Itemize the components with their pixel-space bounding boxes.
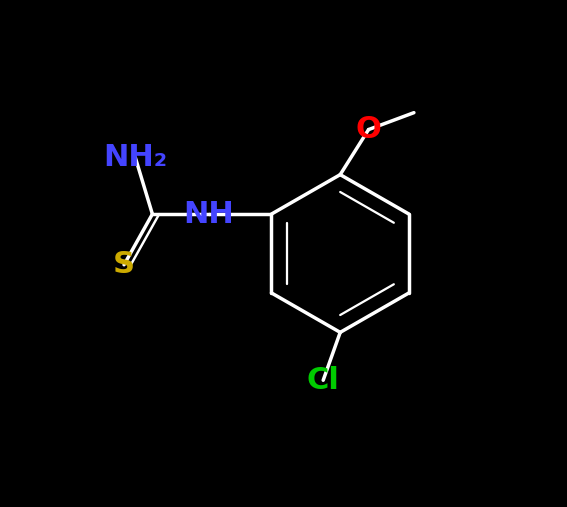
Text: NH: NH xyxy=(184,200,235,229)
Text: Cl: Cl xyxy=(307,366,340,395)
Text: S: S xyxy=(113,250,135,279)
Text: O: O xyxy=(356,115,382,144)
Text: NH₂: NH₂ xyxy=(103,143,167,172)
